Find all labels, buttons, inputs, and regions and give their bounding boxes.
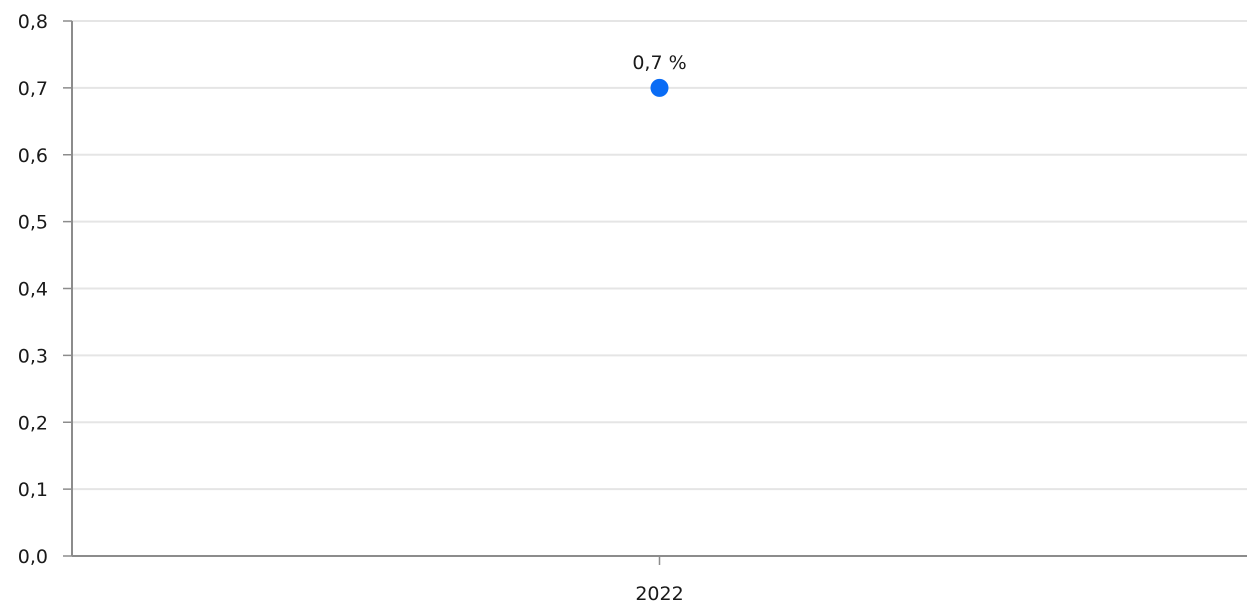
x-axis-ticks: 2022 [635, 556, 684, 605]
x-tick-label: 2022 [635, 583, 683, 602]
y-tick-label: 0,2 [18, 412, 48, 434]
y-tick-label: 0,4 [18, 279, 48, 301]
data-points: 0,7 % [632, 52, 687, 97]
y-tick-label: 0,7 [18, 78, 48, 100]
grid-lines [72, 20, 1247, 491]
y-tick-label: 0,5 [18, 212, 48, 234]
data-label: 0,7 % [632, 52, 686, 74]
y-tick-label: 0,8 [18, 11, 48, 33]
y-tick-label: 0,0 [18, 546, 48, 568]
y-tick-label: 0,3 [18, 345, 48, 367]
y-tick-label: 0,1 [18, 479, 48, 501]
data-point [650, 78, 669, 97]
y-axis-ticks: 0,0 0,1 0,2 0,3 0,4 0,5 0,6 0,7 0,8 [18, 11, 72, 568]
y-tick-label: 0,6 [18, 145, 48, 167]
